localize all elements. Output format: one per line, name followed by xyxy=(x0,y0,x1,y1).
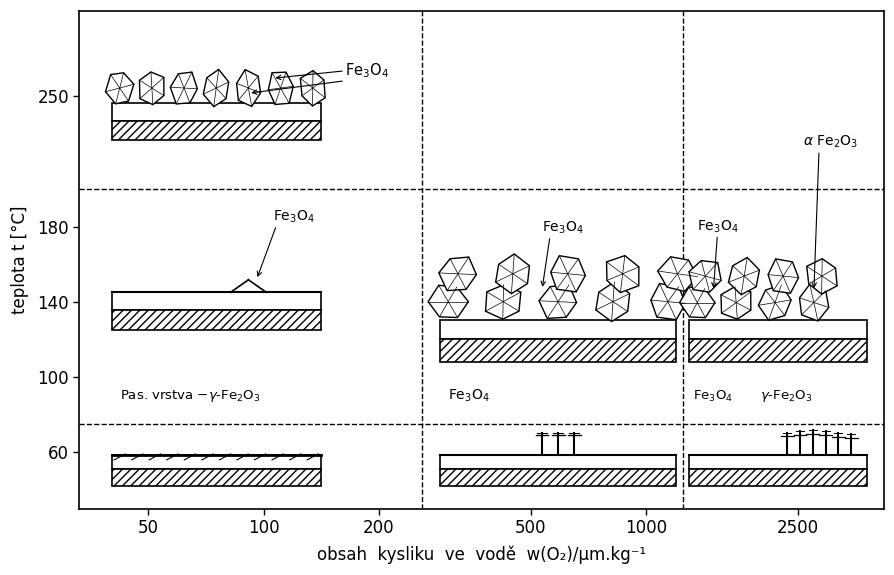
Polygon shape xyxy=(268,72,293,105)
Polygon shape xyxy=(438,257,476,290)
Polygon shape xyxy=(485,285,520,319)
Polygon shape xyxy=(300,71,325,106)
FancyBboxPatch shape xyxy=(440,455,675,469)
Polygon shape xyxy=(105,73,134,104)
Polygon shape xyxy=(679,287,714,317)
Polygon shape xyxy=(427,285,468,317)
FancyBboxPatch shape xyxy=(688,469,866,486)
Text: Pas. vrstva $-\gamma$-Fe$_2$O$_3$: Pas. vrstva $-\gamma$-Fe$_2$O$_3$ xyxy=(120,388,260,404)
Polygon shape xyxy=(595,282,629,321)
FancyBboxPatch shape xyxy=(112,469,320,486)
Polygon shape xyxy=(767,259,797,293)
Polygon shape xyxy=(657,257,696,292)
Text: Fe$_3$O$_4$: Fe$_3$O$_4$ xyxy=(273,209,314,225)
Polygon shape xyxy=(805,259,836,294)
Text: $\alpha$ Fe$_2$O$_3$: $\alpha$ Fe$_2$O$_3$ xyxy=(802,134,857,151)
Polygon shape xyxy=(550,256,585,292)
FancyBboxPatch shape xyxy=(112,103,320,121)
Text: Fe$_3$O$_4$: Fe$_3$O$_4$ xyxy=(693,389,732,404)
Polygon shape xyxy=(170,72,198,104)
FancyBboxPatch shape xyxy=(440,469,675,486)
FancyBboxPatch shape xyxy=(112,455,320,469)
Polygon shape xyxy=(538,285,576,319)
Text: Fe$_3$O$_4$: Fe$_3$O$_4$ xyxy=(344,62,389,80)
FancyBboxPatch shape xyxy=(112,121,320,140)
FancyBboxPatch shape xyxy=(688,339,866,362)
Polygon shape xyxy=(495,254,529,294)
Y-axis label: teplota t [°C]: teplota t [°C] xyxy=(11,206,30,314)
Text: Fe$_3$O$_4$: Fe$_3$O$_4$ xyxy=(696,218,738,235)
Text: Fe$_3$O$_4$: Fe$_3$O$_4$ xyxy=(542,220,583,236)
FancyBboxPatch shape xyxy=(112,292,320,309)
Polygon shape xyxy=(757,285,790,320)
Polygon shape xyxy=(236,70,260,106)
Polygon shape xyxy=(139,72,164,105)
Polygon shape xyxy=(203,70,229,106)
Polygon shape xyxy=(798,284,828,321)
Text: Fe$_3$O$_4$: Fe$_3$O$_4$ xyxy=(448,388,490,404)
Text: $\gamma$-Fe$_2$O$_3$: $\gamma$-Fe$_2$O$_3$ xyxy=(760,388,812,404)
FancyBboxPatch shape xyxy=(688,455,866,469)
Polygon shape xyxy=(721,286,750,319)
Polygon shape xyxy=(728,258,759,295)
X-axis label: obsah  kysliku  ve  vodě  w(O₂)/μm.kg⁻¹: obsah kysliku ve vodě w(O₂)/μm.kg⁻¹ xyxy=(316,546,645,564)
FancyBboxPatch shape xyxy=(440,339,675,362)
Polygon shape xyxy=(650,283,685,320)
Polygon shape xyxy=(688,260,721,292)
FancyBboxPatch shape xyxy=(688,320,866,339)
Polygon shape xyxy=(606,256,638,293)
FancyBboxPatch shape xyxy=(440,320,675,339)
FancyBboxPatch shape xyxy=(112,309,320,329)
